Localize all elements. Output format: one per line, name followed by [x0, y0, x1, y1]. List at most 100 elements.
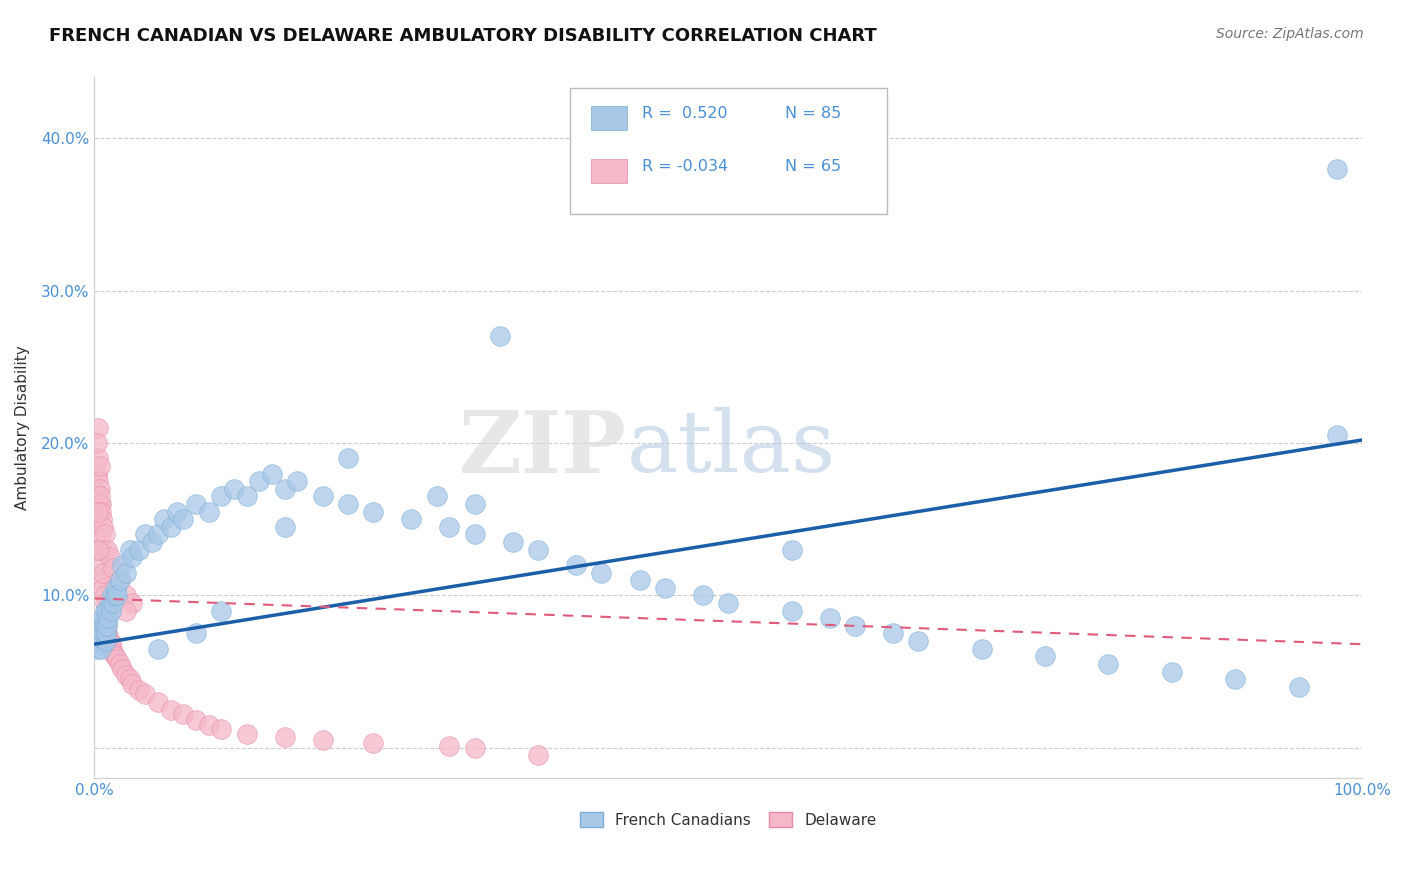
Point [184, 626, 207, 640]
Point [89, 482, 111, 496]
Point [363, 505, 385, 519]
Point [184, 497, 207, 511]
Point [89, 624, 111, 639]
Point [502, 535, 524, 549]
Point [91, 573, 114, 587]
Point [103, 596, 125, 610]
Point [86, 641, 108, 656]
Point [235, 489, 257, 503]
Point [166, 505, 188, 519]
Point [89, 458, 111, 473]
Point [654, 581, 676, 595]
Point [84, 634, 107, 648]
Point [91, 542, 114, 557]
Point [285, 474, 308, 488]
Text: N = 85: N = 85 [786, 106, 842, 121]
Point [172, 512, 194, 526]
Text: N = 65: N = 65 [786, 159, 841, 174]
Point [1225, 672, 1247, 686]
Point [970, 641, 993, 656]
Point [118, 672, 141, 686]
Point [401, 512, 423, 526]
Point [89, 489, 111, 503]
Point [105, 589, 128, 603]
Point [273, 730, 295, 744]
Text: ZIP: ZIP [460, 407, 627, 491]
Point [96, 626, 118, 640]
Point [108, 573, 131, 587]
Point [93, 581, 115, 595]
Point [100, 604, 122, 618]
Text: atlas: atlas [627, 408, 837, 491]
Point [134, 527, 156, 541]
Point [105, 652, 128, 666]
Point [882, 626, 904, 640]
Point [115, 604, 138, 618]
Point [97, 611, 120, 625]
Text: R = -0.034: R = -0.034 [643, 159, 728, 174]
Point [121, 677, 143, 691]
Point [96, 619, 118, 633]
Point [134, 688, 156, 702]
Point [84, 542, 107, 557]
Point [91, 626, 114, 640]
Text: FRENCH CANADIAN VS DELAWARE AMBULATORY DISABILITY CORRELATION CHART: FRENCH CANADIAN VS DELAWARE AMBULATORY D… [49, 27, 877, 45]
Point [907, 634, 929, 648]
Point [184, 714, 207, 728]
Point [844, 619, 866, 633]
Point [209, 604, 232, 618]
Point [159, 520, 181, 534]
Point [489, 329, 512, 343]
Point [311, 489, 333, 503]
Point [87, 631, 110, 645]
Point [209, 723, 232, 737]
Point [121, 550, 143, 565]
Point [565, 558, 588, 572]
Point [222, 482, 245, 496]
Point [91, 512, 114, 526]
Point [128, 542, 150, 557]
Point [101, 589, 124, 603]
Point [1326, 428, 1348, 442]
Point [104, 589, 127, 603]
Point [273, 482, 295, 496]
Point [464, 527, 486, 541]
Point [93, 626, 115, 640]
Text: Source: ZipAtlas.com: Source: ZipAtlas.com [1216, 27, 1364, 41]
Point [91, 631, 114, 645]
Point [146, 527, 169, 541]
FancyBboxPatch shape [569, 88, 887, 214]
Point [717, 596, 740, 610]
Point [818, 611, 841, 625]
Point [93, 566, 115, 580]
Point [336, 497, 359, 511]
Point [93, 520, 115, 534]
Point [146, 695, 169, 709]
Point [87, 505, 110, 519]
Point [1033, 649, 1056, 664]
Point [87, 421, 110, 435]
Point [96, 542, 118, 557]
Point [94, 604, 117, 618]
Legend: French Canadians, Delaware: French Canadians, Delaware [574, 805, 883, 834]
Point [90, 634, 112, 648]
Point [780, 542, 803, 557]
Point [1288, 680, 1310, 694]
Point [527, 748, 550, 763]
Point [103, 561, 125, 575]
Point [146, 641, 169, 656]
Point [90, 641, 112, 656]
Point [108, 657, 131, 671]
Point [464, 740, 486, 755]
Point [94, 611, 117, 625]
Point [363, 736, 385, 750]
Point [103, 646, 125, 660]
Point [96, 619, 118, 633]
Point [197, 505, 219, 519]
Point [90, 497, 112, 511]
Point [159, 703, 181, 717]
Point [87, 474, 110, 488]
Point [273, 520, 295, 534]
Point [96, 604, 118, 618]
Point [98, 634, 121, 648]
